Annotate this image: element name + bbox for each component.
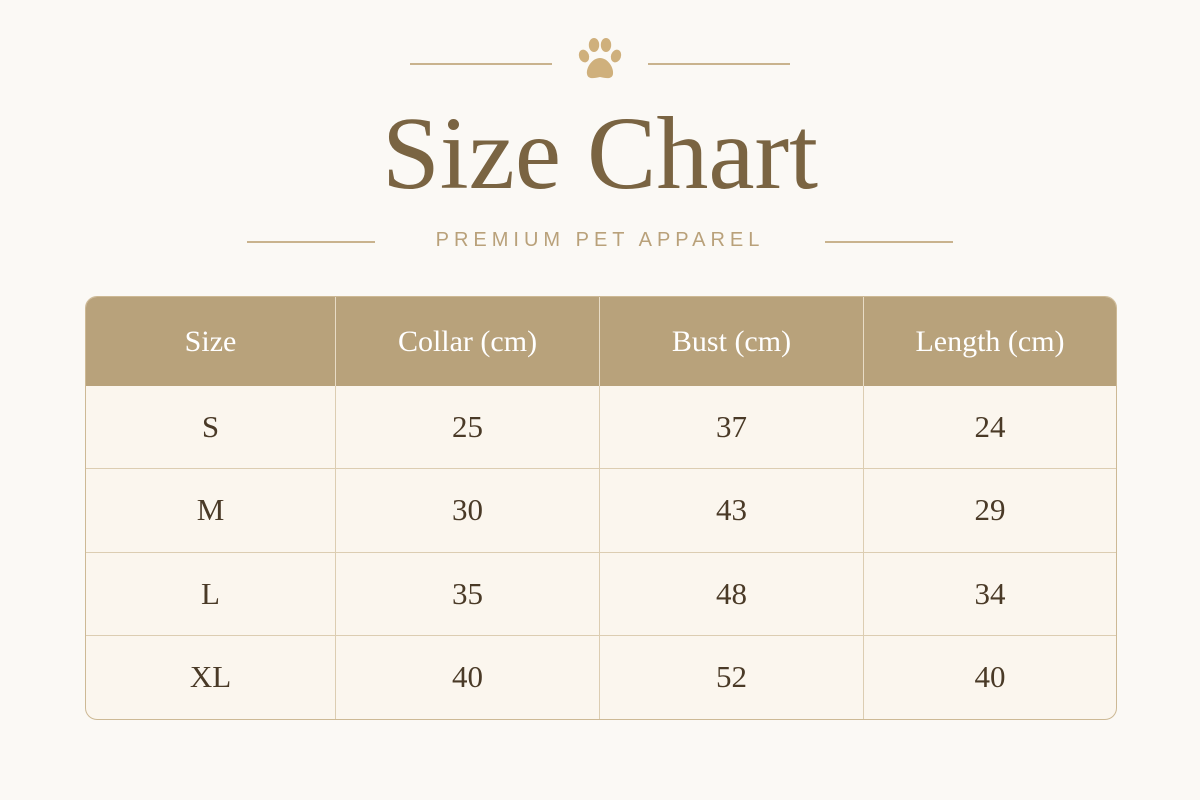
divider bbox=[410, 63, 552, 65]
measurement: 48 bbox=[600, 552, 864, 636]
column-header: Bust (cm) bbox=[600, 297, 864, 386]
size-label: XL bbox=[86, 635, 336, 719]
title: Size Chart bbox=[381, 96, 819, 211]
measurement: 40 bbox=[336, 635, 600, 719]
size-label: L bbox=[86, 552, 336, 636]
subtitle: PREMIUM PET APPAREL bbox=[435, 229, 765, 251]
column-header: Size bbox=[86, 297, 336, 386]
column-header: Collar (cm) bbox=[336, 297, 600, 386]
size-table: Size Collar (cm) Bust (cm) Length (cm) S 25 37… bbox=[85, 296, 1117, 720]
measurement: 43 bbox=[600, 469, 864, 553]
measurement: 24 bbox=[864, 386, 1116, 470]
measurement: 30 bbox=[336, 469, 600, 553]
divider bbox=[648, 63, 790, 65]
measurement: 25 bbox=[336, 386, 600, 470]
divider bbox=[825, 241, 953, 243]
size-label: M bbox=[86, 469, 336, 553]
measurement: 35 bbox=[336, 552, 600, 636]
measurement: 37 bbox=[600, 386, 864, 470]
measurement: 29 bbox=[864, 469, 1116, 553]
size-label: S bbox=[86, 386, 336, 470]
divider bbox=[247, 241, 375, 243]
measurement: 40 bbox=[974, 659, 1006, 695]
measurement: 52 bbox=[600, 635, 864, 719]
paw-icon bbox=[578, 38, 622, 79]
measurement: 34 bbox=[864, 553, 1116, 636]
column-header: Length (cm) bbox=[864, 297, 1116, 386]
